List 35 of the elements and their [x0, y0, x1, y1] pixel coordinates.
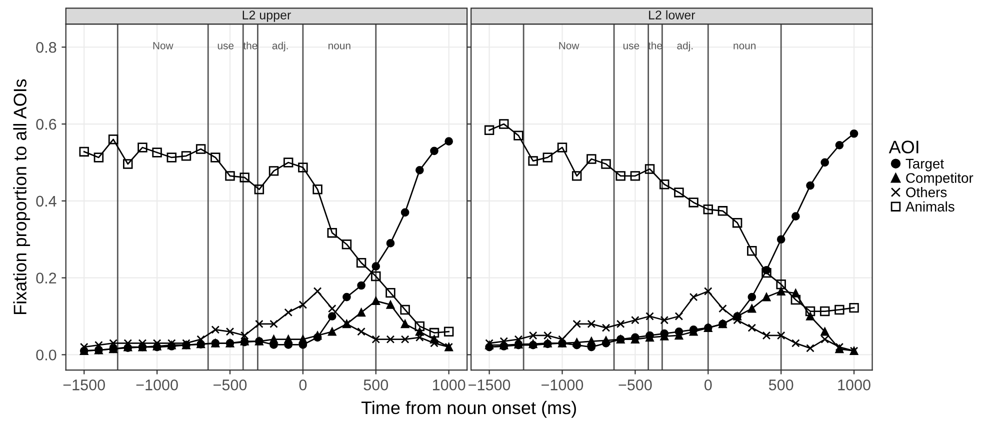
legend-label: Animals	[905, 201, 954, 212]
annotation: noun	[328, 44, 350, 50]
legend-label: Target	[906, 158, 944, 172]
annotation: adj.	[272, 42, 288, 52]
y-tick-label: 0.0	[36, 350, 56, 360]
y-tick-label: 0.2	[36, 272, 56, 284]
x-tick-label: 0	[704, 380, 712, 390]
legend-label: Competitor	[906, 172, 974, 186]
x-tick-label: −500	[618, 380, 652, 390]
chart-title: L2 upper	[242, 10, 291, 22]
y-tick-label: 0.4	[36, 196, 56, 207]
annotation: adj.	[677, 42, 693, 52]
y-axis-title: Fixation proportion to all AOIs	[13, 79, 30, 314]
x-tick-label: −500	[214, 380, 247, 390]
y-tick-label: 0.8	[36, 42, 56, 53]
x-tick-label: 1000	[838, 380, 870, 390]
x-tick-label: −1000	[136, 380, 178, 390]
x-tick-label: 500	[768, 380, 794, 390]
annotation: use	[218, 44, 234, 50]
legend-label: Others	[906, 187, 947, 198]
x-axis-title: Time from noun onset (ms)	[361, 400, 576, 418]
annotation: noun	[734, 44, 756, 50]
x-tick-label: 1000	[433, 380, 466, 390]
annotation: use	[623, 44, 640, 50]
x-tick-label: 0	[299, 380, 307, 390]
y-tick-label: 0.6	[36, 118, 56, 130]
annotation: Now	[153, 42, 174, 50]
chart-title: L2 lower	[649, 10, 696, 20]
x-tick-label: −1000	[542, 380, 584, 390]
x-tick-label: 500	[364, 380, 388, 390]
annotation: Now	[559, 42, 580, 50]
x-tick-label: −1500	[63, 380, 105, 390]
legend-title: AOI	[888, 140, 918, 154]
annotation: the	[648, 42, 662, 50]
x-tick-label: −1500	[468, 380, 510, 390]
